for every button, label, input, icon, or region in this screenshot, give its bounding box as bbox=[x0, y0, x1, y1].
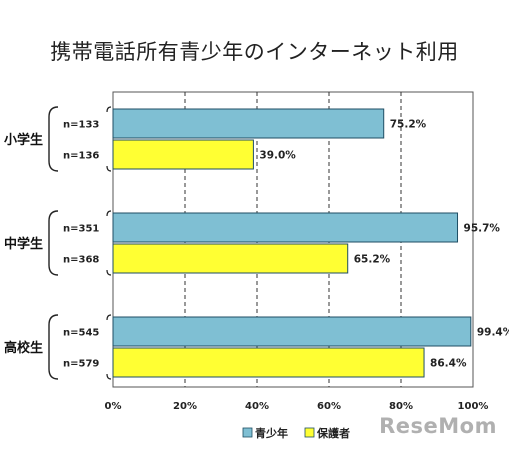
bracket-left bbox=[48, 314, 59, 380]
sample-size-label: n=351 bbox=[63, 224, 99, 235]
bracket-bottom-tick bbox=[106, 165, 112, 172]
data-label: 39.0% bbox=[259, 150, 296, 162]
bar-guardian-0 bbox=[112, 139, 254, 170]
data-label: 95.7% bbox=[464, 223, 501, 235]
data-label: 75.2% bbox=[390, 119, 427, 131]
category-label: 小学生 bbox=[4, 132, 43, 148]
bracket-top-tick bbox=[106, 210, 112, 217]
watermark-logo: ReseMom bbox=[379, 414, 497, 438]
sample-size-label: n=368 bbox=[63, 255, 99, 266]
legend-swatch-youth bbox=[242, 427, 253, 438]
bar-guardian-1 bbox=[112, 243, 349, 274]
chart-title: 携帯電話所有青少年のインターネット利用 bbox=[50, 40, 459, 64]
x-tick-label: 20% bbox=[173, 401, 197, 412]
category-label: 中学生 bbox=[4, 236, 43, 252]
bracket-bottom-tick bbox=[106, 269, 112, 276]
x-tick-label: 80% bbox=[389, 401, 413, 412]
bar-youth-2 bbox=[112, 316, 472, 347]
sample-size-label: n=136 bbox=[63, 151, 99, 162]
bracket-bottom-tick bbox=[106, 373, 112, 380]
bracket-left bbox=[48, 106, 59, 172]
data-label: 99.4% bbox=[477, 327, 509, 339]
bar-youth-0 bbox=[112, 108, 385, 139]
x-tick-label: 60% bbox=[317, 401, 341, 412]
data-label: 86.4% bbox=[430, 358, 467, 370]
bar-youth-1 bbox=[112, 212, 459, 243]
sample-size-label: n=133 bbox=[63, 120, 99, 131]
x-tick-label: 40% bbox=[245, 401, 269, 412]
x-tick-label: 0% bbox=[105, 401, 122, 412]
sample-size-label: n=545 bbox=[63, 328, 99, 339]
legend-swatch-guardian bbox=[304, 427, 315, 438]
x-tick-label: 100% bbox=[458, 401, 489, 412]
legend-label-guardian: 保護者 bbox=[316, 426, 350, 440]
bracket-top-tick bbox=[106, 314, 112, 321]
data-label: 65.2% bbox=[354, 254, 391, 266]
bracket-top-tick bbox=[106, 106, 112, 113]
bar-guardian-2 bbox=[112, 347, 425, 378]
category-label: 高校生 bbox=[4, 340, 43, 356]
bracket-left bbox=[48, 210, 59, 276]
legend-label-youth: 青少年 bbox=[255, 426, 288, 440]
sample-size-label: n=579 bbox=[63, 359, 99, 370]
